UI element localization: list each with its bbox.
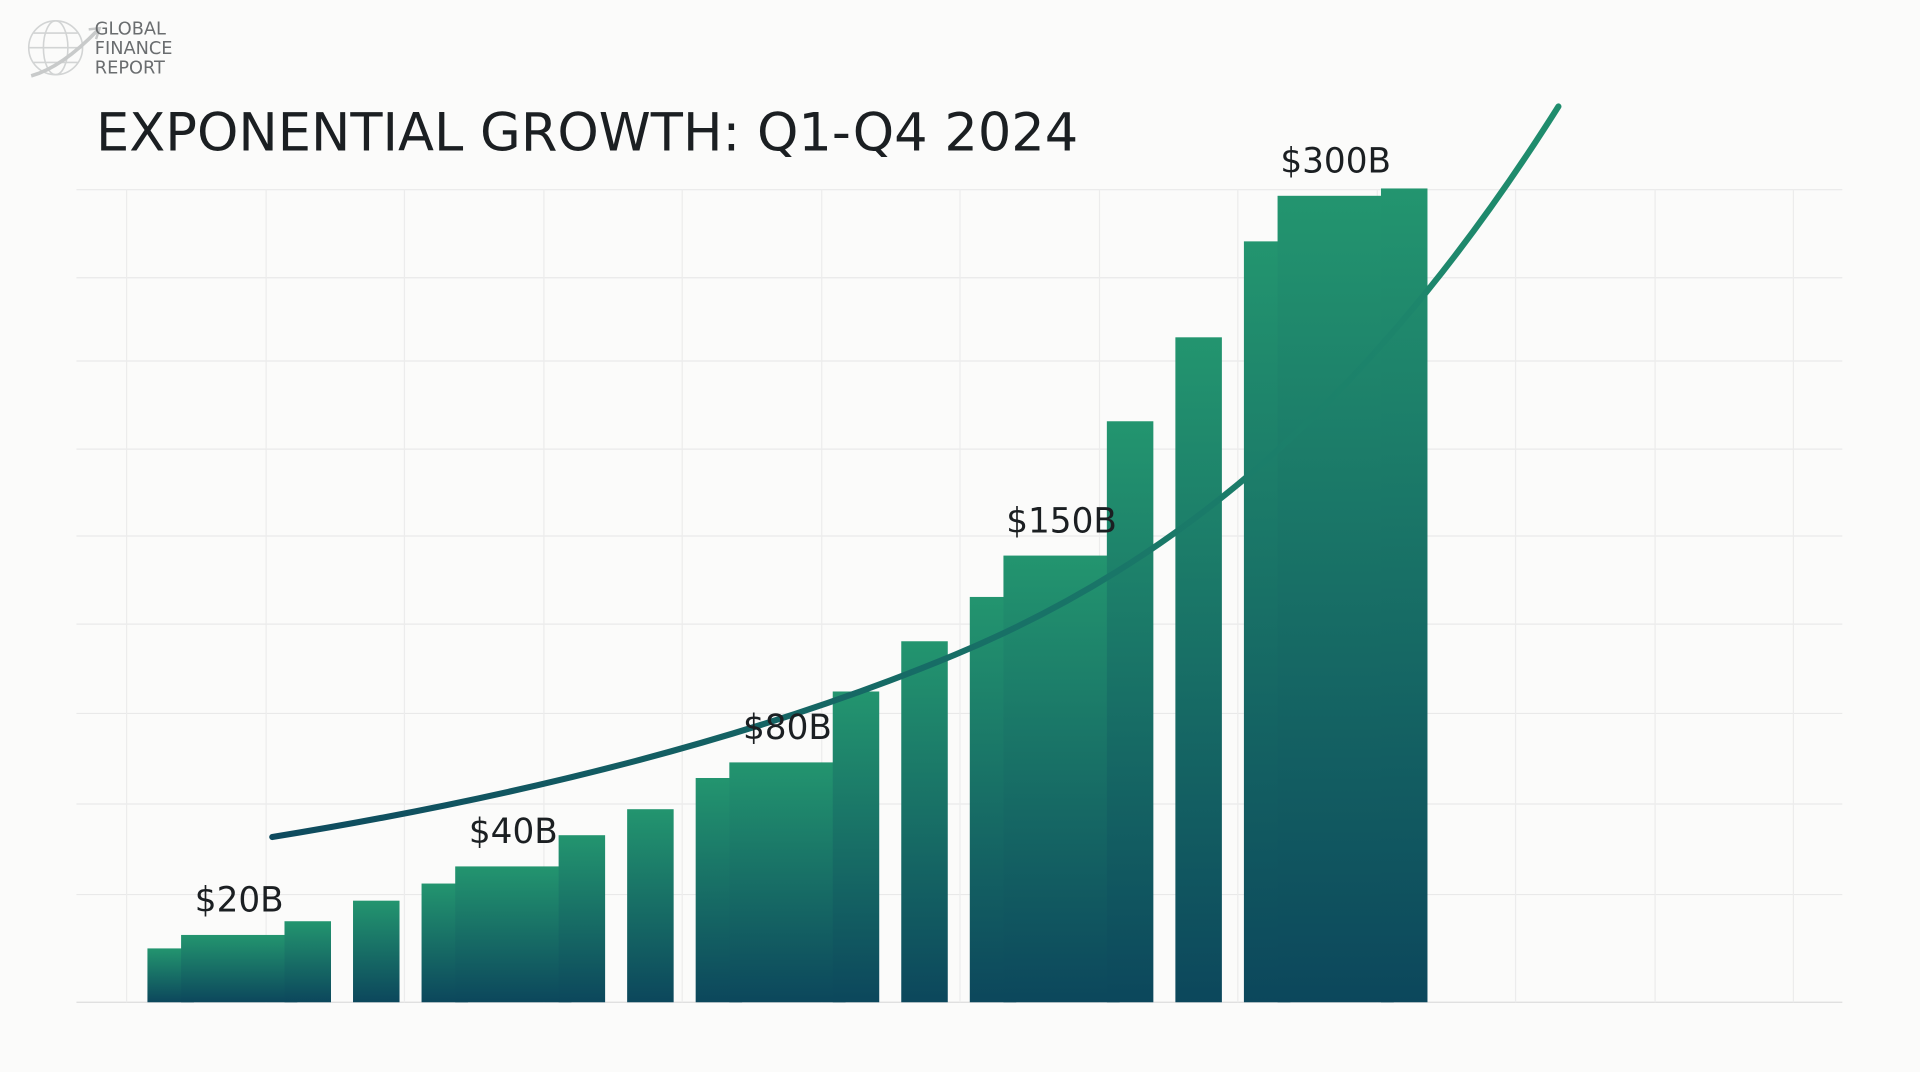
bar	[284, 921, 331, 1003]
bar	[558, 835, 606, 1003]
bar	[627, 809, 674, 1003]
chart-title: EXPONENTIAL GROWTH: Q1-Q4 2024	[96, 103, 1078, 164]
globe-with-arrow-icon	[27, 20, 102, 78]
bar	[1380, 188, 1428, 1003]
bar-labelled	[1003, 555, 1120, 1003]
data-label: $80B	[743, 708, 832, 748]
data-label: $150B	[1006, 501, 1117, 541]
bar	[353, 900, 400, 1003]
grid	[76, 189, 1843, 1003]
bar	[1106, 421, 1154, 1003]
logo: GLOBAL FINANCE REPORT	[27, 19, 173, 78]
bar	[832, 691, 880, 1003]
bar-labelled	[181, 934, 298, 1003]
data-label: $300B	[1280, 142, 1391, 182]
logo-line-3: REPORT	[95, 58, 165, 78]
bars	[147, 188, 1428, 1003]
trend-curve	[269, 103, 1562, 841]
bar-labelled	[729, 762, 846, 1003]
bar-labelled	[455, 866, 572, 1003]
logo-line-1: GLOBAL	[95, 19, 166, 39]
data-labels: $20B $40B $80B $150B $300B	[195, 142, 1391, 921]
bar	[1175, 337, 1222, 1003]
data-label: $20B	[195, 881, 284, 921]
logo-line-2: FINANCE	[95, 39, 173, 59]
bar-labelled	[1277, 195, 1394, 1003]
data-label: $40B	[469, 812, 558, 852]
bar	[901, 641, 948, 1003]
